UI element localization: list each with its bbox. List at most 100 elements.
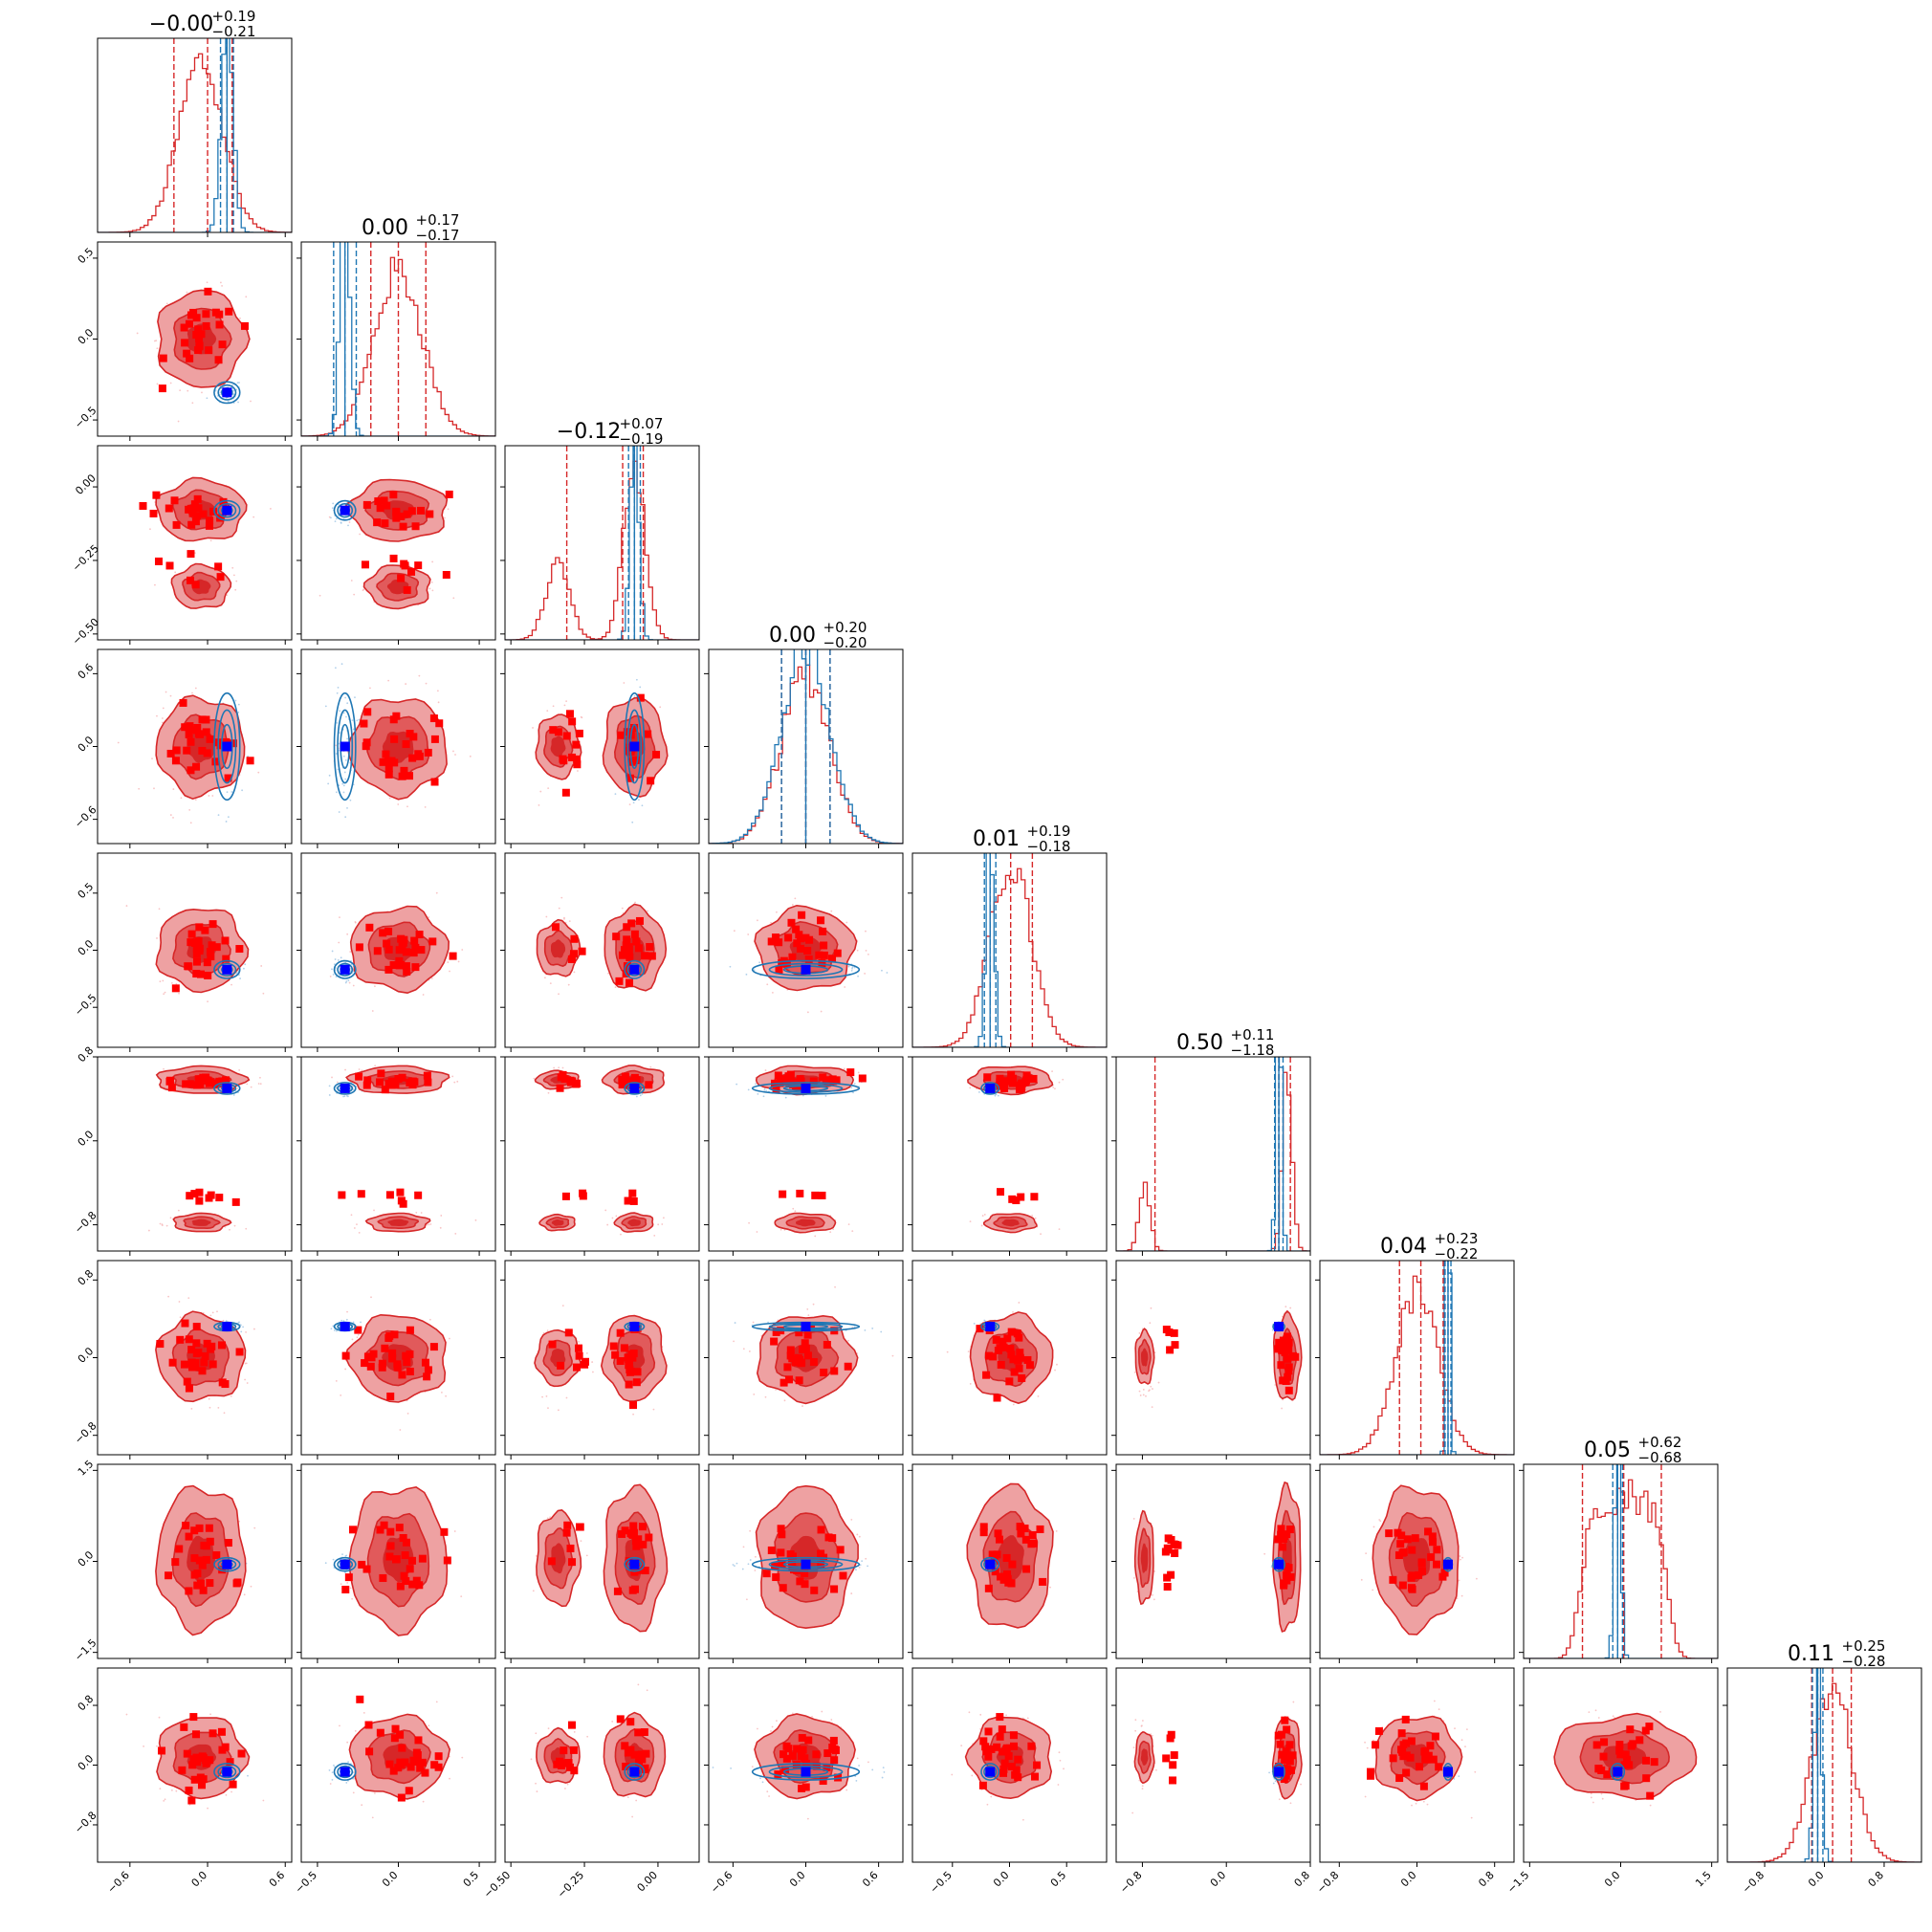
sample-marker	[214, 356, 223, 364]
sample-marker	[383, 939, 391, 948]
sample-marker	[411, 1757, 420, 1766]
sample-marker	[396, 1188, 405, 1197]
sample-marker	[1621, 1750, 1630, 1759]
histogram-blue-7	[1524, 1464, 1718, 1658]
sample-marker	[417, 506, 426, 515]
sample-marker	[195, 341, 204, 350]
truth-marker	[222, 1559, 232, 1570]
diag-panel-0: −0.00+0.19−0.21	[97, 8, 293, 233]
sample-marker	[993, 1550, 1001, 1559]
sample-marker	[625, 946, 633, 955]
sample-marker	[398, 772, 406, 780]
sample-marker	[1438, 1572, 1447, 1581]
sample-marker	[356, 1695, 364, 1703]
y-tick-label: −0.5	[72, 992, 99, 1019]
sample-marker	[568, 1558, 577, 1567]
sample-marker	[1023, 1355, 1032, 1364]
sample-marker	[786, 1070, 795, 1079]
sample-marker	[1288, 1751, 1297, 1760]
sample-marker	[783, 1363, 792, 1372]
sample-marker	[778, 1530, 786, 1539]
sample-marker	[377, 1069, 385, 1078]
sample-marker	[187, 938, 195, 947]
x-tick-label: −0.5	[293, 1869, 319, 1896]
panel-4-1	[300, 852, 496, 1048]
sample-marker	[381, 519, 389, 528]
sample-marker	[392, 514, 401, 522]
sample-marker	[788, 953, 797, 961]
sample-marker	[811, 1191, 820, 1199]
sample-marker	[190, 1570, 199, 1579]
sample-marker	[1012, 1766, 1021, 1774]
sample-marker	[626, 1745, 635, 1754]
sample-marker	[192, 970, 201, 978]
diag-title-1: 0.00 +0.17−0.17	[362, 211, 459, 244]
sample-marker	[172, 746, 181, 755]
x-tick-label: −0.8	[1117, 1869, 1144, 1896]
panel-6-4	[911, 1260, 1108, 1456]
sample-marker	[1411, 1534, 1419, 1543]
sample-marker	[833, 949, 842, 957]
x-tick-label: −0.8	[1314, 1869, 1341, 1896]
sample-marker	[823, 1341, 831, 1350]
sample-marker	[206, 948, 214, 956]
diag-title-7: 0.05 +0.62−0.68	[1584, 1434, 1681, 1466]
sample-marker	[1170, 1751, 1178, 1760]
sample-marker	[1011, 1770, 1020, 1779]
diag-title-6: 0.04 +0.23−0.22	[1380, 1230, 1478, 1262]
sample-marker	[646, 943, 654, 952]
x-tick-label: 0.8	[1292, 1869, 1313, 1890]
sample-marker	[398, 1744, 406, 1752]
sample-marker	[423, 1372, 431, 1381]
sample-marker	[389, 554, 398, 562]
sample-marker	[1039, 1577, 1047, 1586]
sample-marker	[374, 497, 383, 506]
diag-title-4: 0.01 +0.19−0.18	[973, 823, 1070, 855]
sample-marker	[1408, 1585, 1416, 1593]
sample-marker	[171, 1558, 180, 1567]
sample-marker	[836, 1546, 845, 1554]
panel-8-6	[1319, 1667, 1515, 1863]
sample-marker	[215, 320, 224, 329]
x-tick-label: −0.25	[555, 1869, 586, 1900]
sample-marker	[629, 1197, 638, 1205]
sample-marker	[180, 323, 188, 332]
sample-marker	[999, 1768, 1008, 1777]
sample-marker	[191, 581, 200, 589]
sample-marker	[231, 1197, 240, 1206]
sample-marker	[575, 729, 583, 737]
sample-marker	[640, 1728, 648, 1737]
sample-marker	[1623, 1755, 1632, 1764]
truth-marker	[222, 1322, 232, 1332]
sample-marker	[198, 1561, 207, 1570]
sample-marker	[363, 1352, 372, 1361]
sample-marker	[830, 1756, 839, 1765]
truth-marker	[801, 1559, 811, 1570]
x-tick-label: 0.0	[189, 1869, 210, 1890]
sample-marker	[406, 1763, 415, 1771]
sample-marker	[344, 1573, 353, 1582]
sample-marker	[1008, 1560, 1017, 1569]
sample-marker	[612, 933, 621, 941]
sample-marker	[182, 1080, 190, 1088]
sample-marker	[1022, 1071, 1031, 1080]
sample-marker	[434, 1763, 443, 1771]
sample-marker	[767, 1546, 776, 1554]
sample-marker	[999, 1337, 1007, 1346]
sample-marker	[1025, 1361, 1034, 1370]
sample-marker	[194, 346, 203, 355]
sample-marker	[616, 1357, 625, 1366]
sample-marker	[388, 1349, 397, 1357]
sample-marker	[392, 508, 401, 516]
sample-marker	[1007, 1070, 1016, 1079]
sample-marker	[1398, 1581, 1407, 1590]
sample-marker	[376, 504, 384, 513]
sample-marker	[617, 731, 626, 739]
sample-marker	[198, 715, 207, 724]
sample-marker	[623, 962, 631, 971]
sample-marker	[199, 1073, 208, 1082]
title-upper-4: +0.19	[1027, 823, 1071, 840]
sample-marker	[355, 943, 363, 952]
blue-contour-0	[1272, 1763, 1285, 1781]
sample-marker	[192, 1753, 201, 1762]
